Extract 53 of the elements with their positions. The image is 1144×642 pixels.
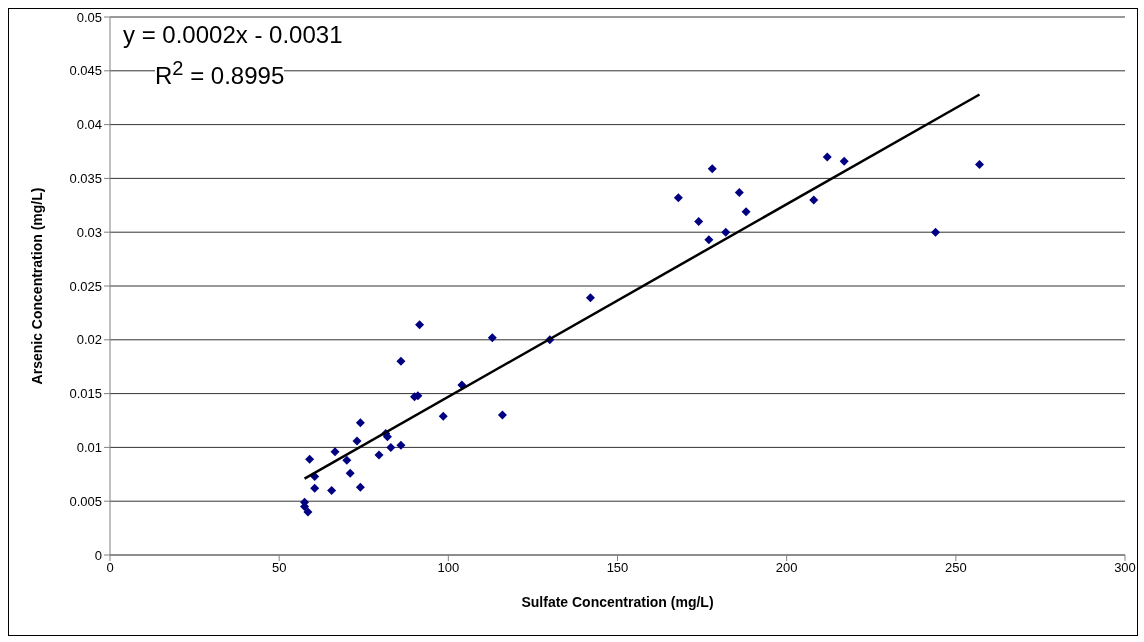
annotation: y = 0.0002x - 0.0031 (123, 21, 343, 49)
point (342, 455, 352, 465)
point (931, 227, 941, 237)
x-tick-label: 200 (775, 560, 798, 576)
point (721, 227, 731, 237)
point (704, 235, 714, 245)
y-tick-label: 0.04 (76, 117, 102, 133)
y-tick-label: 0.03 (76, 224, 102, 240)
point (707, 164, 717, 174)
point (975, 159, 985, 169)
x-tick-label: 250 (944, 560, 967, 576)
point (305, 454, 315, 464)
point (673, 193, 683, 203)
point (355, 418, 365, 428)
point (585, 293, 595, 303)
point (386, 442, 396, 452)
x-tick-label: 50 (271, 560, 287, 576)
point (303, 507, 313, 517)
point (822, 152, 832, 162)
x-axis-title: Sulfate Concentration (mg/L) (521, 594, 714, 610)
point (415, 320, 425, 330)
y-tick-label: 0.02 (76, 332, 102, 348)
point (310, 483, 320, 493)
point (396, 356, 406, 366)
y-tick-label: 0.005 (69, 493, 102, 509)
point (839, 156, 849, 166)
point (741, 207, 751, 217)
y-tick-label: 0.045 (69, 63, 102, 79)
point (396, 440, 406, 450)
point (497, 410, 507, 420)
point (438, 411, 448, 421)
y-tick-label: 0.01 (76, 440, 102, 456)
point (327, 485, 337, 495)
point (487, 333, 497, 343)
point (330, 447, 340, 457)
point (345, 468, 355, 478)
y-tick-label: 0.05 (76, 9, 102, 25)
x-tick-label: 100 (437, 560, 460, 576)
annotation: R$^{2}$ = 0.8995 (155, 57, 285, 90)
y-tick-label: 0.035 (69, 171, 102, 187)
point (809, 195, 819, 205)
point (734, 187, 744, 197)
y-tick-label: 0 (94, 547, 102, 563)
x-tick-label: 150 (606, 560, 629, 576)
y-tick-label: 0.025 (69, 278, 102, 294)
point (694, 216, 704, 226)
point (374, 450, 384, 460)
y-axis-title: Arsenic Concentration (mg/L) (28, 187, 45, 385)
x-tick-label: 300 (1114, 560, 1136, 576)
point (355, 482, 365, 492)
y-tick-label: 0.015 (69, 386, 102, 402)
x-tick-label: 0 (106, 560, 114, 576)
point (352, 436, 362, 446)
